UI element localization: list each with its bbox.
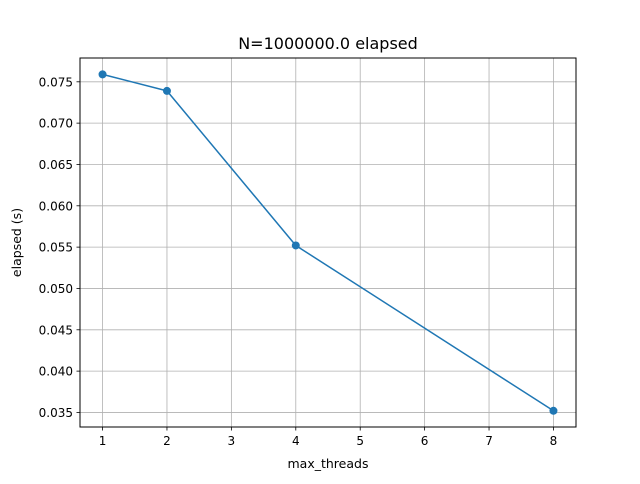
y-tick-label: 0.075	[39, 75, 73, 89]
grid	[80, 58, 576, 427]
plot-frame	[79, 57, 577, 428]
y-axis-label: elapsed (s)	[9, 208, 24, 277]
x-tick-label: 5	[356, 434, 364, 448]
x-tick-label: 4	[292, 434, 300, 448]
chart-title: N=1000000.0 elapsed	[238, 34, 418, 53]
x-tick-label: 6	[421, 434, 429, 448]
y-tick-label: 0.050	[39, 282, 73, 296]
y-tick-label: 0.070	[39, 117, 73, 131]
series-line	[102, 73, 554, 412]
x-axis-label: max_threads	[288, 456, 369, 471]
y-tick-label: 0.035	[39, 406, 73, 420]
data-point	[291, 241, 300, 250]
x-tick-label: 2	[163, 434, 171, 448]
y-tick-label: 0.055	[39, 241, 73, 255]
x-tick-label: 1	[99, 434, 107, 448]
x-tick-label: 7	[485, 434, 493, 448]
ticks: 1 2 3 4 5 6 7 8 0.035 0.040 0.045 0.050 0.055 0.060 0.…	[39, 75, 558, 448]
y-tick-label: 0.060	[39, 199, 73, 213]
x-tick-label: 3	[228, 434, 236, 448]
series-layer	[98, 70, 558, 415]
y-tick-label: 0.045	[39, 323, 73, 337]
data-point	[549, 406, 558, 415]
data-point	[98, 70, 107, 79]
y-tick-label: 0.065	[39, 158, 73, 172]
y-tick-label: 0.040	[39, 365, 73, 379]
x-tick-label: 8	[550, 434, 558, 448]
data-point	[162, 86, 171, 95]
